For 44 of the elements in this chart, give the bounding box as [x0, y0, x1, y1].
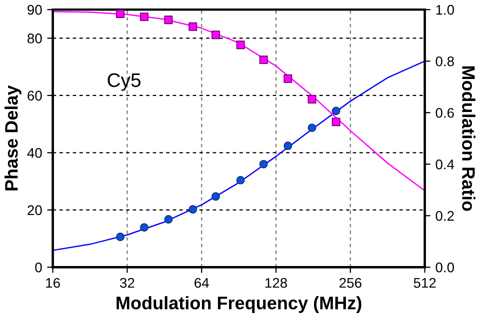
y2-tick-label: 1.0	[436, 4, 454, 15]
line-series	[52, 11, 425, 192]
point	[236, 176, 245, 184]
x-tick-label: 16	[46, 278, 60, 288]
point	[140, 12, 148, 22]
point	[308, 124, 316, 132]
point	[259, 56, 268, 64]
x-tick-label: 64	[194, 278, 209, 288]
point	[259, 160, 268, 168]
x-tick-label: 256	[340, 278, 362, 288]
x-axis-title: Modulation Frequency (MHz)	[116, 296, 362, 313]
y2-tick-label: 0.6	[436, 108, 454, 118]
x-tick-label: 512	[414, 278, 436, 288]
y-tick-label: 60	[28, 90, 42, 101]
y2-tick-label: 0.8	[436, 56, 454, 66]
x-tick-label: 128	[265, 278, 287, 288]
y2-axis-title: Modulation Ratio	[462, 66, 476, 211]
y-axis-title: Phase Delay	[4, 85, 22, 190]
point	[284, 74, 292, 83]
y-tick-label: 0	[35, 262, 42, 272]
y2-tick-label: 0.2	[436, 211, 454, 221]
annotation: Cy5	[108, 73, 141, 91]
point	[308, 95, 316, 104]
point	[116, 10, 124, 18]
y2-tick-label: 0.0	[436, 262, 454, 272]
point	[188, 22, 198, 31]
point	[188, 205, 198, 214]
line-series	[52, 60, 425, 251]
point	[212, 30, 220, 40]
point	[164, 16, 173, 24]
point	[212, 192, 220, 201]
point	[236, 40, 245, 50]
y-tick-label: 80	[28, 34, 42, 44]
y-tick-label: 90	[28, 4, 42, 15]
y-tick-label: 40	[27, 148, 42, 158]
point	[116, 232, 124, 242]
point	[284, 142, 292, 150]
point	[164, 215, 173, 224]
point	[332, 106, 340, 116]
point	[140, 223, 148, 232]
point	[332, 118, 340, 126]
y-tick-label: 20	[28, 205, 42, 216]
x-tick-label: 32	[120, 278, 134, 288]
y2-tick-label: 0.4	[436, 159, 454, 170]
